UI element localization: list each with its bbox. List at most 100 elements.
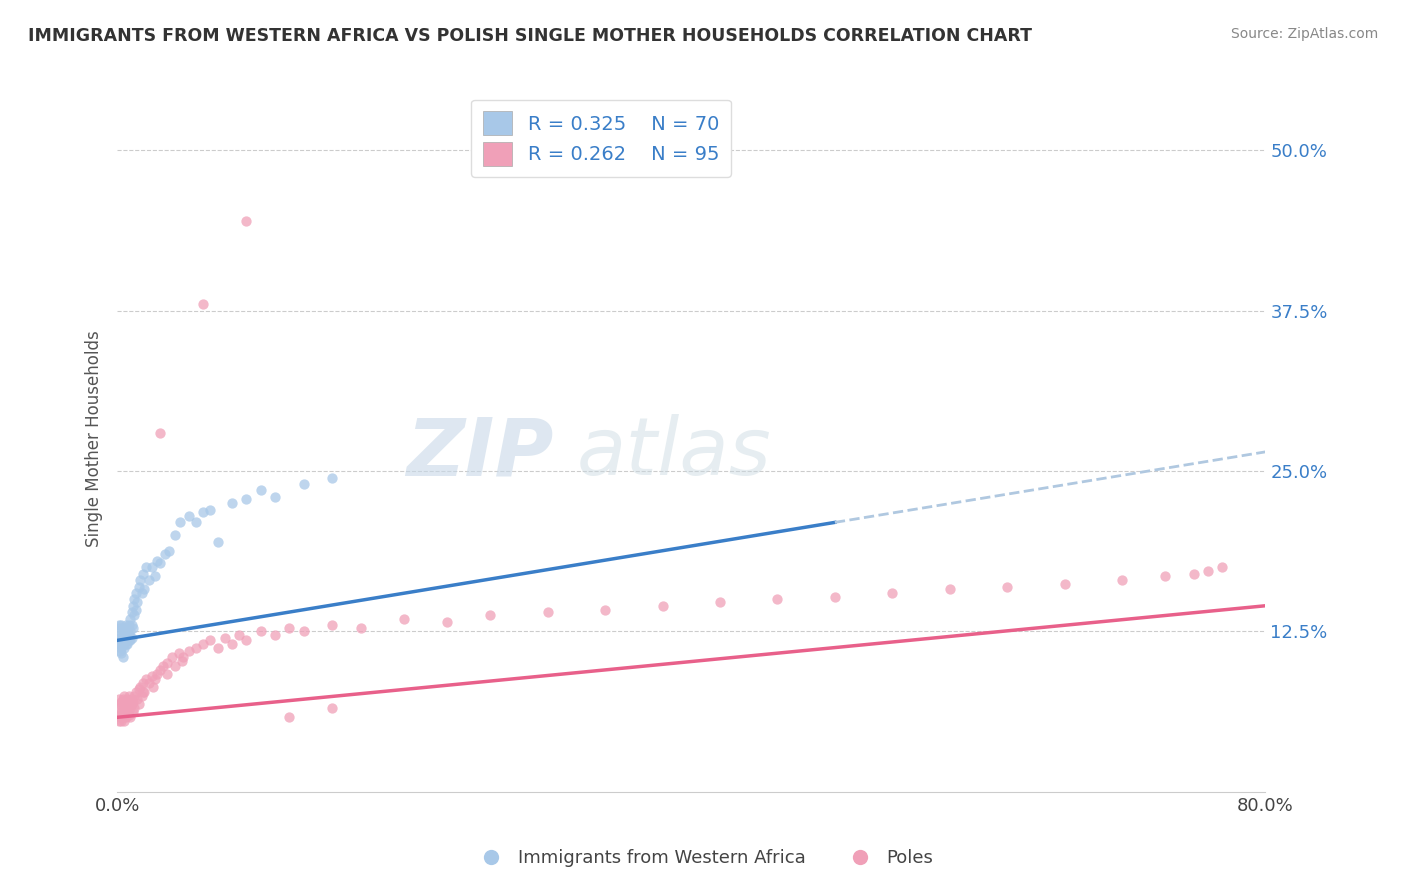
Point <box>321 701 343 715</box>
Point <box>111 692 134 706</box>
Point <box>124 689 146 703</box>
Point <box>111 637 134 651</box>
Point <box>143 672 166 686</box>
Point <box>200 633 222 648</box>
Point <box>132 684 155 698</box>
Point <box>107 714 129 728</box>
Point <box>118 628 141 642</box>
Point <box>824 590 846 604</box>
Point <box>193 297 215 311</box>
Point <box>115 637 138 651</box>
Point <box>766 592 789 607</box>
Point <box>110 628 132 642</box>
Point <box>172 650 194 665</box>
Point <box>108 631 131 645</box>
Point <box>167 646 190 660</box>
Point <box>118 618 141 632</box>
Point <box>112 698 135 712</box>
Point <box>114 710 136 724</box>
Point <box>108 698 131 712</box>
Point <box>110 646 132 660</box>
Point <box>108 637 131 651</box>
Point <box>107 624 129 639</box>
Point <box>121 618 143 632</box>
Point <box>177 508 200 523</box>
Point <box>121 605 143 619</box>
Point <box>292 624 315 639</box>
Point <box>436 615 458 630</box>
Point <box>122 705 145 719</box>
Point <box>118 689 141 703</box>
Point <box>127 692 149 706</box>
Point <box>111 705 134 719</box>
Point <box>177 643 200 657</box>
Point <box>132 675 155 690</box>
Point <box>1182 566 1205 581</box>
Point <box>120 611 142 625</box>
Point <box>110 641 132 656</box>
Text: ZIP: ZIP <box>406 414 554 492</box>
Point <box>264 490 287 504</box>
Point <box>112 714 135 728</box>
Point <box>131 586 153 600</box>
Point <box>122 695 145 709</box>
Point <box>128 682 150 697</box>
Y-axis label: Single Mother Households: Single Mother Households <box>86 331 103 548</box>
Point <box>111 650 134 665</box>
Point <box>292 477 315 491</box>
Point <box>264 628 287 642</box>
Point <box>207 641 229 656</box>
Point <box>153 548 176 562</box>
Point <box>107 637 129 651</box>
Point <box>118 698 141 712</box>
Point <box>112 707 135 722</box>
Point <box>121 692 143 706</box>
Point <box>169 516 191 530</box>
Point <box>129 680 152 694</box>
Point <box>160 650 183 665</box>
Point <box>1211 560 1233 574</box>
Point <box>882 586 904 600</box>
Point <box>235 492 257 507</box>
Point <box>228 628 250 642</box>
Point <box>235 633 257 648</box>
Point <box>249 624 271 639</box>
Point <box>127 595 149 609</box>
Point <box>115 692 138 706</box>
Point <box>111 710 134 724</box>
Point <box>112 641 135 656</box>
Point <box>163 528 186 542</box>
Point <box>107 618 129 632</box>
Point <box>593 602 616 616</box>
Point <box>214 631 236 645</box>
Point <box>141 669 163 683</box>
Point <box>138 675 160 690</box>
Text: Source: ZipAtlas.com: Source: ZipAtlas.com <box>1230 27 1378 41</box>
Point <box>108 707 131 722</box>
Point <box>114 628 136 642</box>
Point <box>118 633 141 648</box>
Point <box>134 582 156 596</box>
Point <box>111 628 134 642</box>
Point <box>110 633 132 648</box>
Point <box>1111 573 1133 587</box>
Legend: Immigrants from Western Africa, Poles: Immigrants from Western Africa, Poles <box>465 842 941 874</box>
Point <box>115 624 138 639</box>
Point <box>135 672 157 686</box>
Point <box>110 618 132 632</box>
Point <box>170 654 193 668</box>
Point <box>120 624 142 639</box>
Point <box>1154 569 1177 583</box>
Point <box>125 684 148 698</box>
Point <box>110 705 132 719</box>
Point <box>479 607 502 622</box>
Point <box>207 534 229 549</box>
Point <box>149 557 172 571</box>
Point <box>107 692 129 706</box>
Legend: R = 0.325    N = 70, R = 0.262    N = 95: R = 0.325 N = 70, R = 0.262 N = 95 <box>471 100 731 178</box>
Point <box>142 680 165 694</box>
Point <box>200 502 222 516</box>
Point <box>108 643 131 657</box>
Point <box>112 621 135 635</box>
Point <box>278 710 301 724</box>
